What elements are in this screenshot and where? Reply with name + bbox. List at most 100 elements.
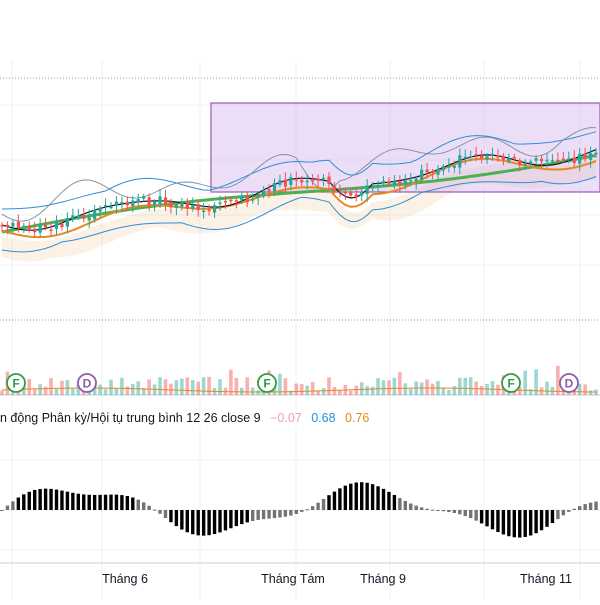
candle-body xyxy=(120,202,124,204)
candle-body xyxy=(529,161,533,163)
candle-body xyxy=(480,156,484,159)
volume-bar xyxy=(458,377,462,395)
macd-histogram-bar xyxy=(158,510,162,514)
volume-bar xyxy=(163,379,168,395)
x-tick-label: Tháng 9 xyxy=(360,572,406,586)
volume-bar xyxy=(141,387,146,395)
macd-histogram-bar xyxy=(305,509,309,511)
candle-body xyxy=(153,201,157,206)
macd-histogram-bar xyxy=(550,510,555,524)
candle-body xyxy=(578,153,582,164)
volume-bar xyxy=(479,385,484,395)
candle-body xyxy=(376,185,380,187)
macd-histogram-bar xyxy=(425,508,429,510)
event-marker-d: D xyxy=(559,373,579,393)
volume-bar xyxy=(425,379,429,395)
candle-body xyxy=(452,165,456,168)
candle-body xyxy=(0,225,4,227)
volume-bar xyxy=(103,389,108,395)
candle-body xyxy=(256,196,260,198)
volume-bar xyxy=(310,382,315,395)
volume-bar xyxy=(387,380,391,395)
macd-histogram-bar xyxy=(594,501,598,510)
macd-histogram-bar xyxy=(441,510,446,512)
macd-histogram-bar xyxy=(223,510,228,531)
volume-bar xyxy=(283,378,288,395)
candle-body xyxy=(458,155,462,168)
macd-histogram-bar xyxy=(387,491,391,510)
candle-body xyxy=(38,224,42,233)
candle-body xyxy=(594,152,598,155)
volume-bar xyxy=(354,385,359,395)
candle-body xyxy=(316,178,320,181)
volume-bar xyxy=(218,379,222,395)
candle-body xyxy=(65,218,69,227)
volume-bar xyxy=(180,378,184,395)
volume-bar xyxy=(289,390,293,395)
macd-histogram-bar xyxy=(240,510,244,525)
candle-body xyxy=(398,181,402,186)
macd-histogram-bar xyxy=(501,510,506,535)
volume-bar xyxy=(452,385,457,395)
macd-histogram-bar xyxy=(469,510,473,519)
candle-body xyxy=(169,201,173,208)
macd-histogram-bar xyxy=(22,494,26,510)
volume-bar xyxy=(332,386,337,395)
ichimoku-cloud xyxy=(2,160,597,262)
macd-histogram-bar xyxy=(365,482,369,510)
candle-body xyxy=(523,163,527,165)
macd-histogram-bar xyxy=(272,510,277,519)
macd-histogram-bar xyxy=(218,510,222,533)
volume-bar xyxy=(169,383,173,395)
candle-body xyxy=(567,158,571,160)
macd-histogram-bar xyxy=(338,488,342,510)
macd-histogram-bar xyxy=(245,510,249,523)
candle-body xyxy=(218,202,222,205)
candle-body xyxy=(294,178,298,181)
volume-bar xyxy=(120,377,124,395)
macd-histogram-bar xyxy=(87,494,91,510)
macd-histogram-bar xyxy=(354,482,358,510)
macd-histogram-bar xyxy=(556,510,560,520)
lagging-span xyxy=(1,127,597,222)
volume-bar xyxy=(201,377,206,395)
candle-body xyxy=(109,206,113,209)
volume-bar xyxy=(240,387,244,395)
candle-body xyxy=(360,192,364,196)
event-marker-label: F xyxy=(263,377,270,391)
macd-histogram-bar xyxy=(0,510,4,511)
volume-bar xyxy=(185,377,190,395)
volume-bar xyxy=(490,381,495,395)
macd-histogram-bar xyxy=(98,494,102,510)
volume-bar xyxy=(27,378,32,395)
macd-histogram-bar xyxy=(403,500,407,510)
macd-histogram-bar xyxy=(234,510,239,527)
macd-histogram-bar xyxy=(27,491,31,510)
event-marker-circle xyxy=(77,373,97,393)
macd-histogram-bar xyxy=(588,502,593,510)
candle-body xyxy=(534,158,538,161)
macd-histogram-bar xyxy=(310,506,315,510)
macd-legend: n động Phân kỳ/Hội tụ trung bình 12 26 c… xyxy=(0,411,376,429)
volume-bar xyxy=(109,379,113,395)
candle-body xyxy=(469,156,473,158)
volume-bar xyxy=(54,388,59,395)
volume-bar xyxy=(87,390,91,395)
macd-histogram-bar xyxy=(447,510,451,513)
volume-bar xyxy=(556,365,560,395)
macd-line-value: 0.68 xyxy=(311,411,336,425)
volume-bar xyxy=(229,369,233,395)
volume-bar xyxy=(250,387,255,395)
candle-body xyxy=(392,181,396,185)
candle-body xyxy=(136,199,140,203)
macd-histogram-bar xyxy=(261,510,266,520)
candle-body xyxy=(251,198,255,201)
volume-bar xyxy=(131,384,135,395)
volume-bar xyxy=(65,379,70,395)
candle-body xyxy=(387,181,391,184)
candle-body xyxy=(240,196,244,201)
volume-bar xyxy=(299,383,304,395)
macd-histogram-bar xyxy=(414,505,418,510)
